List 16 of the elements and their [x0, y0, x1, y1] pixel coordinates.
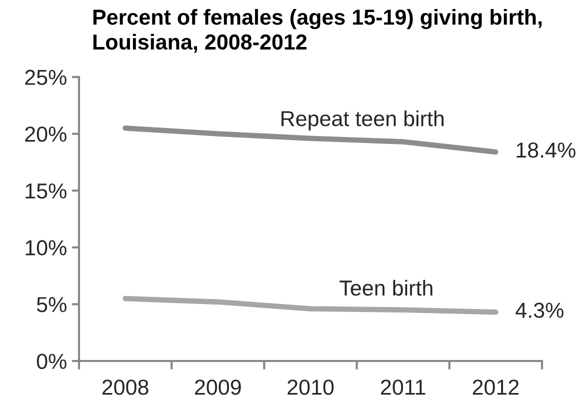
x-tick-label: 2011 — [381, 380, 426, 395]
data-label: 18.4% — [516, 142, 576, 158]
y-tick-label: 0% — [36, 354, 66, 370]
x-tick-label: 2008 — [102, 380, 148, 395]
y-tick-label: 20% — [25, 126, 66, 142]
x-tick-label: 2009 — [195, 380, 241, 395]
y-tick-label: 5% — [36, 297, 66, 312]
data-label: 4.3% — [516, 302, 564, 318]
series-label: Teen birth — [340, 280, 432, 296]
y-tick-label: 15% — [26, 183, 66, 199]
series-label: Repeat teen birth — [282, 110, 444, 131]
y-tick-label: 25% — [25, 70, 66, 86]
x-tick-label: 2010 — [288, 380, 334, 395]
x-tick-label: 2012 — [472, 380, 519, 395]
y-tick-label: 10% — [26, 240, 66, 256]
chart-title: Percent of females (ages 15-19) giving birth, Louisiana, 2008-2012 — [93, 9, 542, 53]
